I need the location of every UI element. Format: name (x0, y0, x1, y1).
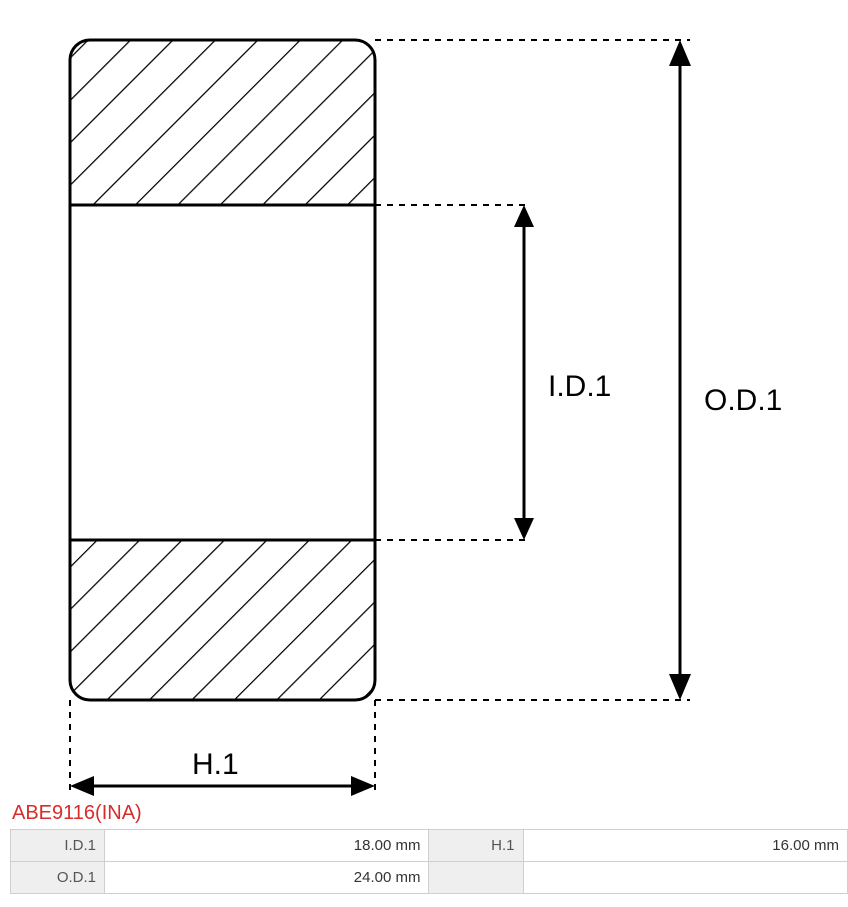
label-id1: I.D.1 (548, 370, 611, 404)
spec-value: 24.00 mm (105, 862, 429, 894)
h1-arrow-right (351, 776, 375, 796)
h1-arrow-left (70, 776, 94, 796)
spec-table: I.D.1 18.00 mm H.1 16.00 mm O.D.1 24.00 … (10, 829, 848, 894)
bushing-diagram: I.D.1 O.D.1 H.1 (0, 0, 848, 800)
spec-value (523, 862, 847, 894)
spec-key (429, 862, 523, 894)
label-h1: H.1 (192, 748, 239, 782)
spec-value: 16.00 mm (523, 830, 847, 862)
table-row: O.D.1 24.00 mm (11, 862, 848, 894)
spec-key: H.1 (429, 830, 523, 862)
hatch-top (70, 40, 375, 205)
hatch-bottom (70, 540, 375, 700)
table-row: I.D.1 18.00 mm H.1 16.00 mm (11, 830, 848, 862)
spec-value: 18.00 mm (105, 830, 429, 862)
spec-key: O.D.1 (11, 862, 105, 894)
od1-arrow-top (669, 40, 691, 66)
spec-key: I.D.1 (11, 830, 105, 862)
id1-arrow-bottom (514, 518, 534, 540)
od1-arrow-bottom (669, 674, 691, 700)
id1-arrow-top (514, 205, 534, 227)
label-od1: O.D.1 (704, 384, 782, 418)
product-title: ABE9116(INA) (0, 800, 848, 829)
